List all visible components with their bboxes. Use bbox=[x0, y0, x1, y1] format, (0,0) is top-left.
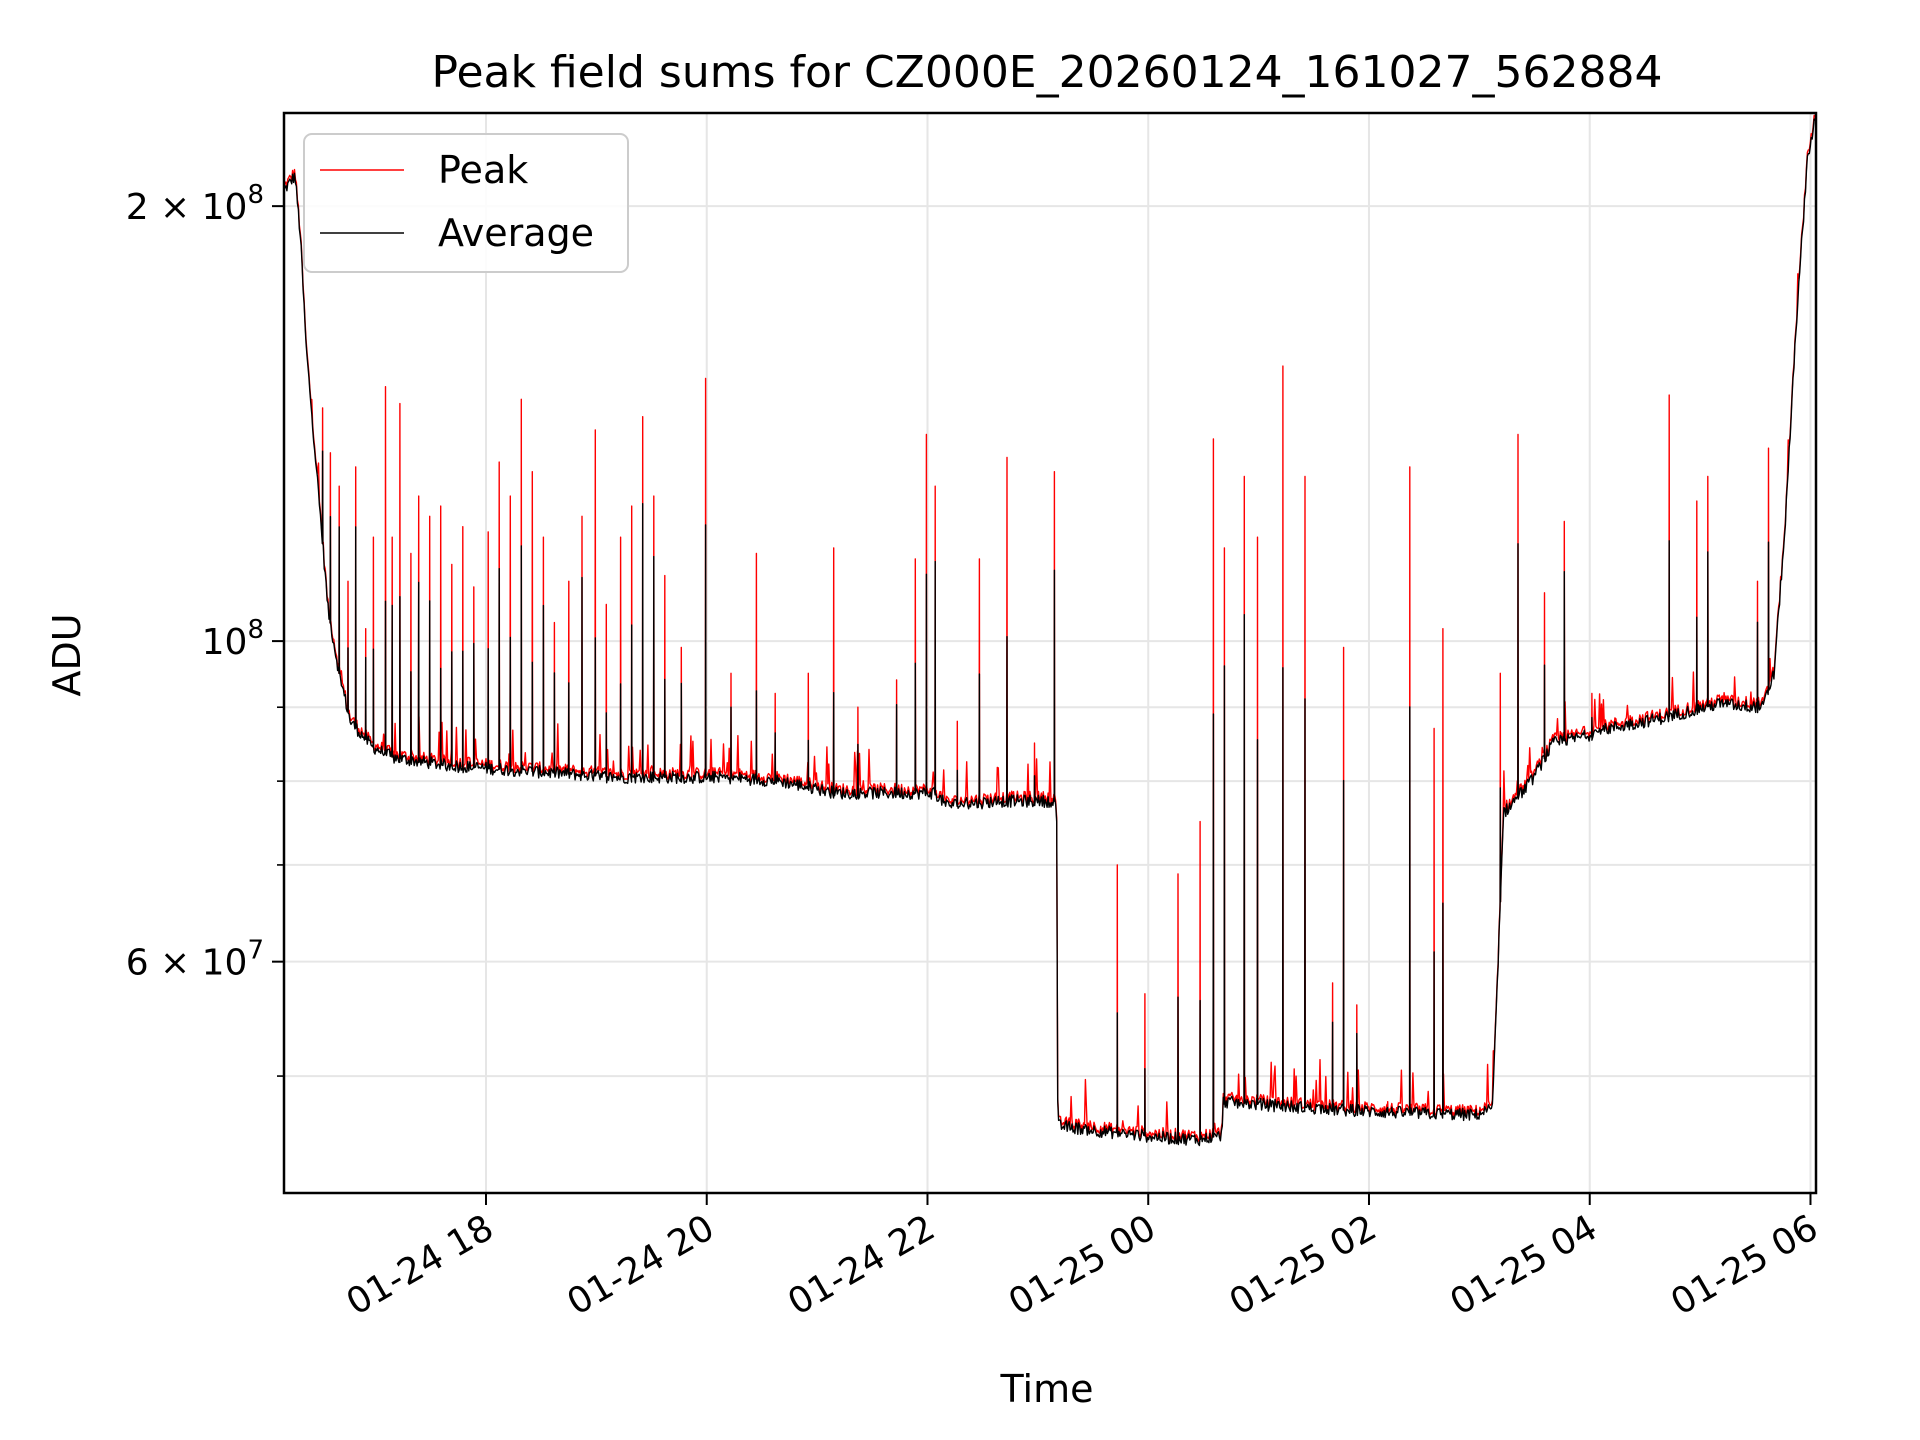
y-tick-label: 2 × 108 bbox=[126, 180, 264, 228]
grid-lines bbox=[284, 113, 1816, 1193]
legend-box bbox=[303, 133, 629, 273]
plot-area bbox=[284, 113, 1816, 1193]
y-tick-label: 108 bbox=[202, 615, 264, 663]
plot-frame bbox=[282, 111, 1818, 1195]
x-axis-label: Time bbox=[1000, 1367, 1094, 1411]
series-layer bbox=[283, 112, 1817, 1147]
series-line-average bbox=[283, 114, 1817, 1147]
legend: Peak Average bbox=[303, 133, 629, 273]
legend-label-average: Average bbox=[438, 211, 594, 255]
y-tick-label: 6 × 107 bbox=[126, 936, 264, 984]
chart-title: Peak field sums for CZ000E_20260124_1610… bbox=[432, 47, 1663, 98]
y-axis-label: ADU bbox=[45, 613, 89, 696]
legend-label-peak: Peak bbox=[438, 148, 528, 192]
